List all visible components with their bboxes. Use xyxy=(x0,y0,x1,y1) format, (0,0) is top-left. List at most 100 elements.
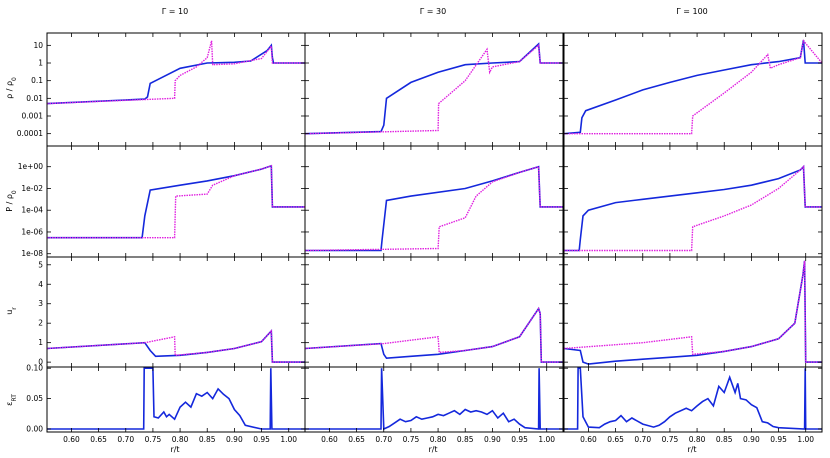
x-tick-label: 0.60 xyxy=(580,435,597,444)
series-line-primary xyxy=(305,306,563,363)
x-tick-label: 0.60 xyxy=(321,435,338,444)
x-tick-label: 0.90 xyxy=(743,435,760,444)
panel-series-group xyxy=(47,329,305,363)
y-tick-label: 1e-04 xyxy=(21,206,43,215)
series-line-primary xyxy=(305,165,563,252)
x-tick-label: 0.80 xyxy=(430,435,447,444)
series-line-primary xyxy=(564,39,822,135)
panel-frame xyxy=(304,366,564,433)
panel-frame xyxy=(563,32,823,147)
series-line-primary xyxy=(564,164,822,252)
panel-frame xyxy=(563,366,823,433)
series-line-secondary xyxy=(305,165,563,252)
series-line-primary xyxy=(47,43,305,105)
series-line-primary xyxy=(564,367,822,430)
y-tick-label: 0.10 xyxy=(26,364,43,373)
y-tick-label: 0.00 xyxy=(26,424,43,433)
panel-series-group xyxy=(564,39,822,135)
panel-frame xyxy=(563,145,823,258)
series-line-secondary xyxy=(305,307,563,363)
x-tick-label: 0.90 xyxy=(226,435,243,444)
panel-series-group xyxy=(564,367,822,430)
series-line-secondary xyxy=(47,40,305,105)
xlabel-col-0: r/t xyxy=(170,445,179,454)
x-tick-label: 0.85 xyxy=(457,435,474,444)
series-line-secondary xyxy=(564,260,822,363)
x-tick-label: 0.95 xyxy=(253,435,270,444)
x-tick-label: 0.80 xyxy=(172,435,189,444)
y-tick-label: 0.0001 xyxy=(17,129,43,138)
series-line-secondary xyxy=(564,165,822,252)
panel-frame xyxy=(304,256,564,368)
x-tick-label: 0.85 xyxy=(716,435,733,444)
panel-frame xyxy=(563,256,823,368)
x-tick-label: 1.00 xyxy=(280,435,297,444)
x-labels: r/t r/t r/t xyxy=(170,445,696,454)
y-tick-label: 1e-08 xyxy=(21,249,43,258)
y-tick-label: 0.001 xyxy=(22,111,44,120)
x-tick-label: 0.65 xyxy=(607,435,624,444)
x-tick-label: 1.00 xyxy=(538,435,555,444)
series-line-secondary xyxy=(305,43,563,135)
y-tick-label: 3 xyxy=(38,299,43,308)
panel-series-group xyxy=(305,306,563,363)
panel-frame xyxy=(304,32,564,147)
x-tick-label: 0.95 xyxy=(770,435,787,444)
x-tick-label: 1.00 xyxy=(797,435,814,444)
y-tick-label: 1e-06 xyxy=(21,227,43,236)
y-tick-label: 1e-02 xyxy=(21,184,43,193)
panel-series-group xyxy=(305,368,563,431)
series-line-secondary xyxy=(47,164,305,239)
panel-grid: 10 1 0.1 0.01 0.001 0.0001 1e+00 1e-02 1e-04 1e-0… xyxy=(17,32,823,444)
x-tick-label: 0.70 xyxy=(117,435,134,444)
panel-frame xyxy=(46,32,306,147)
ylabel-rt-fraction: εRT xyxy=(5,394,18,406)
y-tick-label: 0.05 xyxy=(26,394,43,403)
x-tick-label: 0.65 xyxy=(348,435,365,444)
panel-series-group xyxy=(47,40,305,105)
x-tick-label: 0.90 xyxy=(484,435,501,444)
y-tick-label: 0.1 xyxy=(31,76,43,85)
series-line-primary xyxy=(305,368,563,431)
series-line-secondary xyxy=(47,329,305,363)
series-line-primary xyxy=(47,164,305,239)
ylabel-density: ρ / ρ0 xyxy=(5,77,18,99)
column-title-0: Γ = 10 xyxy=(162,7,188,16)
ylabel-pressure: P / ρ0 xyxy=(5,190,18,212)
y-tick-label: 4 xyxy=(38,280,43,289)
x-tick-label: 0.80 xyxy=(689,435,706,444)
x-tick-label: 0.65 xyxy=(90,435,107,444)
panel-series-group xyxy=(47,367,305,430)
x-tick-label: 0.75 xyxy=(662,435,679,444)
panel-frame xyxy=(304,145,564,258)
row-labels: ρ / ρ0 P / ρ0 ur εRT xyxy=(5,77,18,406)
y-tick-label: 0.01 xyxy=(26,94,43,103)
panel-series-group xyxy=(305,42,563,135)
x-tick-label: 0.75 xyxy=(403,435,420,444)
y-tick-label: 5 xyxy=(38,260,43,269)
column-title-1: Γ = 30 xyxy=(420,7,446,16)
series-line-primary xyxy=(47,367,305,430)
x-tick-label: 0.95 xyxy=(511,435,528,444)
x-tick-label: 0.70 xyxy=(375,435,392,444)
y-tick-label: 1 xyxy=(38,338,43,347)
x-tick-label: 0.70 xyxy=(634,435,651,444)
panel-series-group xyxy=(305,165,563,252)
y-tick-label: 10 xyxy=(33,41,43,50)
panel-series-group xyxy=(564,260,822,365)
y-tick-label: 2 xyxy=(38,319,43,328)
y-tick-label: 0 xyxy=(38,358,43,367)
panel-frame xyxy=(46,256,306,368)
series-line-secondary xyxy=(564,39,822,135)
x-tick-label: 0.60 xyxy=(63,435,80,444)
column-titles: Γ = 10 Γ = 30 Γ = 100 xyxy=(162,7,708,16)
x-tick-label: 0.75 xyxy=(145,435,162,444)
panel-series-group xyxy=(564,164,822,252)
y-tick-label: 1e+00 xyxy=(18,162,43,171)
xlabel-col-1: r/t xyxy=(428,445,437,454)
x-tick-label: 0.85 xyxy=(199,435,216,444)
ylabel-velocity: ur xyxy=(5,307,18,315)
xlabel-col-2: r/t xyxy=(687,445,696,454)
panel-series-group xyxy=(47,164,305,239)
